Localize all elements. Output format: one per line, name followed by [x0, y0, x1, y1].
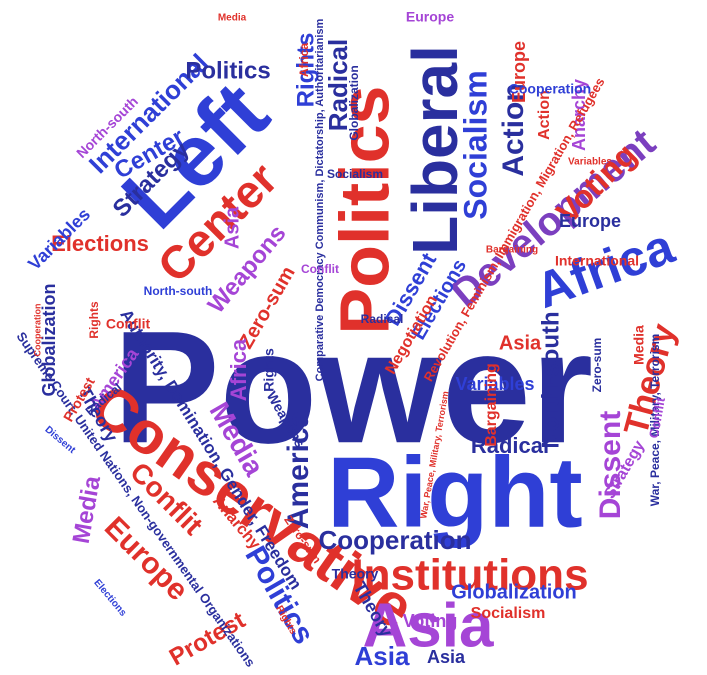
word-dissent: Dissent [594, 411, 627, 519]
word-conflit: Conflit [646, 396, 668, 440]
word-power: Power [113, 297, 593, 476]
word-rights: Rights [292, 33, 319, 108]
word-radical: Radical [471, 433, 549, 458]
word-conflit: Conflit [301, 262, 339, 276]
word-europe: Europe [406, 9, 454, 25]
word-europe: Europe [559, 211, 621, 231]
word-asia: Asia [355, 641, 410, 671]
word-radical: Radical [361, 312, 404, 326]
word-variables: Variables [455, 374, 534, 394]
word-variables: Variables [568, 157, 612, 168]
word-globalization: Globalization [39, 283, 59, 396]
word-africa: Africa [226, 338, 251, 401]
word-america: America [282, 410, 315, 529]
word-action: Action [536, 90, 553, 140]
word-asia: Asia [363, 591, 494, 660]
word-politics: Politics [185, 57, 270, 84]
word-media: Media [631, 325, 647, 365]
word-zero-sum: Zero-sum [590, 338, 604, 393]
word-elections: Elections [91, 578, 128, 619]
word-socialism: Socialism [457, 70, 493, 219]
word-institutions: Institutions [351, 551, 588, 600]
word-comparative: Comparative Democracy Communism, Dictato… [314, 18, 326, 381]
word-globalization: Globalization [347, 65, 361, 140]
word-europe: Europe [509, 41, 529, 103]
word-socialism: Socialism [327, 167, 383, 181]
word-right: Right [327, 436, 582, 548]
word-rights: Rights [87, 301, 101, 339]
word-asia: Asia [427, 647, 466, 667]
word-conflit: Conflit [106, 316, 151, 332]
word-socialism: Socialism [471, 605, 546, 622]
word-international: International [555, 253, 639, 269]
word-cooperation: Cooperation [318, 525, 471, 555]
word-bargaining: Bargaining [483, 363, 500, 447]
word-war: War, Peace, Military, Terrorism [648, 334, 662, 507]
word-liberal: Liberal [399, 45, 471, 255]
word-dissent: Dissent [43, 424, 78, 456]
word-north-south: North-south [144, 284, 213, 298]
word-voting: Voting [403, 611, 458, 631]
word-asia: Asia [499, 332, 542, 354]
word-rights: Rights [261, 348, 277, 392]
word-globalization: Globalization [451, 581, 577, 603]
word-cooperation: Cooperation [32, 304, 42, 357]
word-anarchy: Anarchy [569, 79, 589, 151]
word-politics: Politics [325, 86, 403, 335]
word-bargaining: Bargaining [486, 245, 538, 256]
word-asia: Asia [221, 206, 243, 249]
word-radical: Radical [323, 39, 353, 132]
word-theory: Theory [332, 566, 379, 582]
word-action: Action [497, 83, 530, 176]
word-elections: Elections [51, 231, 149, 256]
word-africa: Africa [297, 43, 311, 77]
word-cooperation: Cooperation [509, 81, 591, 97]
word-north-south: North-south [537, 311, 564, 448]
word-media: Media [218, 13, 247, 24]
